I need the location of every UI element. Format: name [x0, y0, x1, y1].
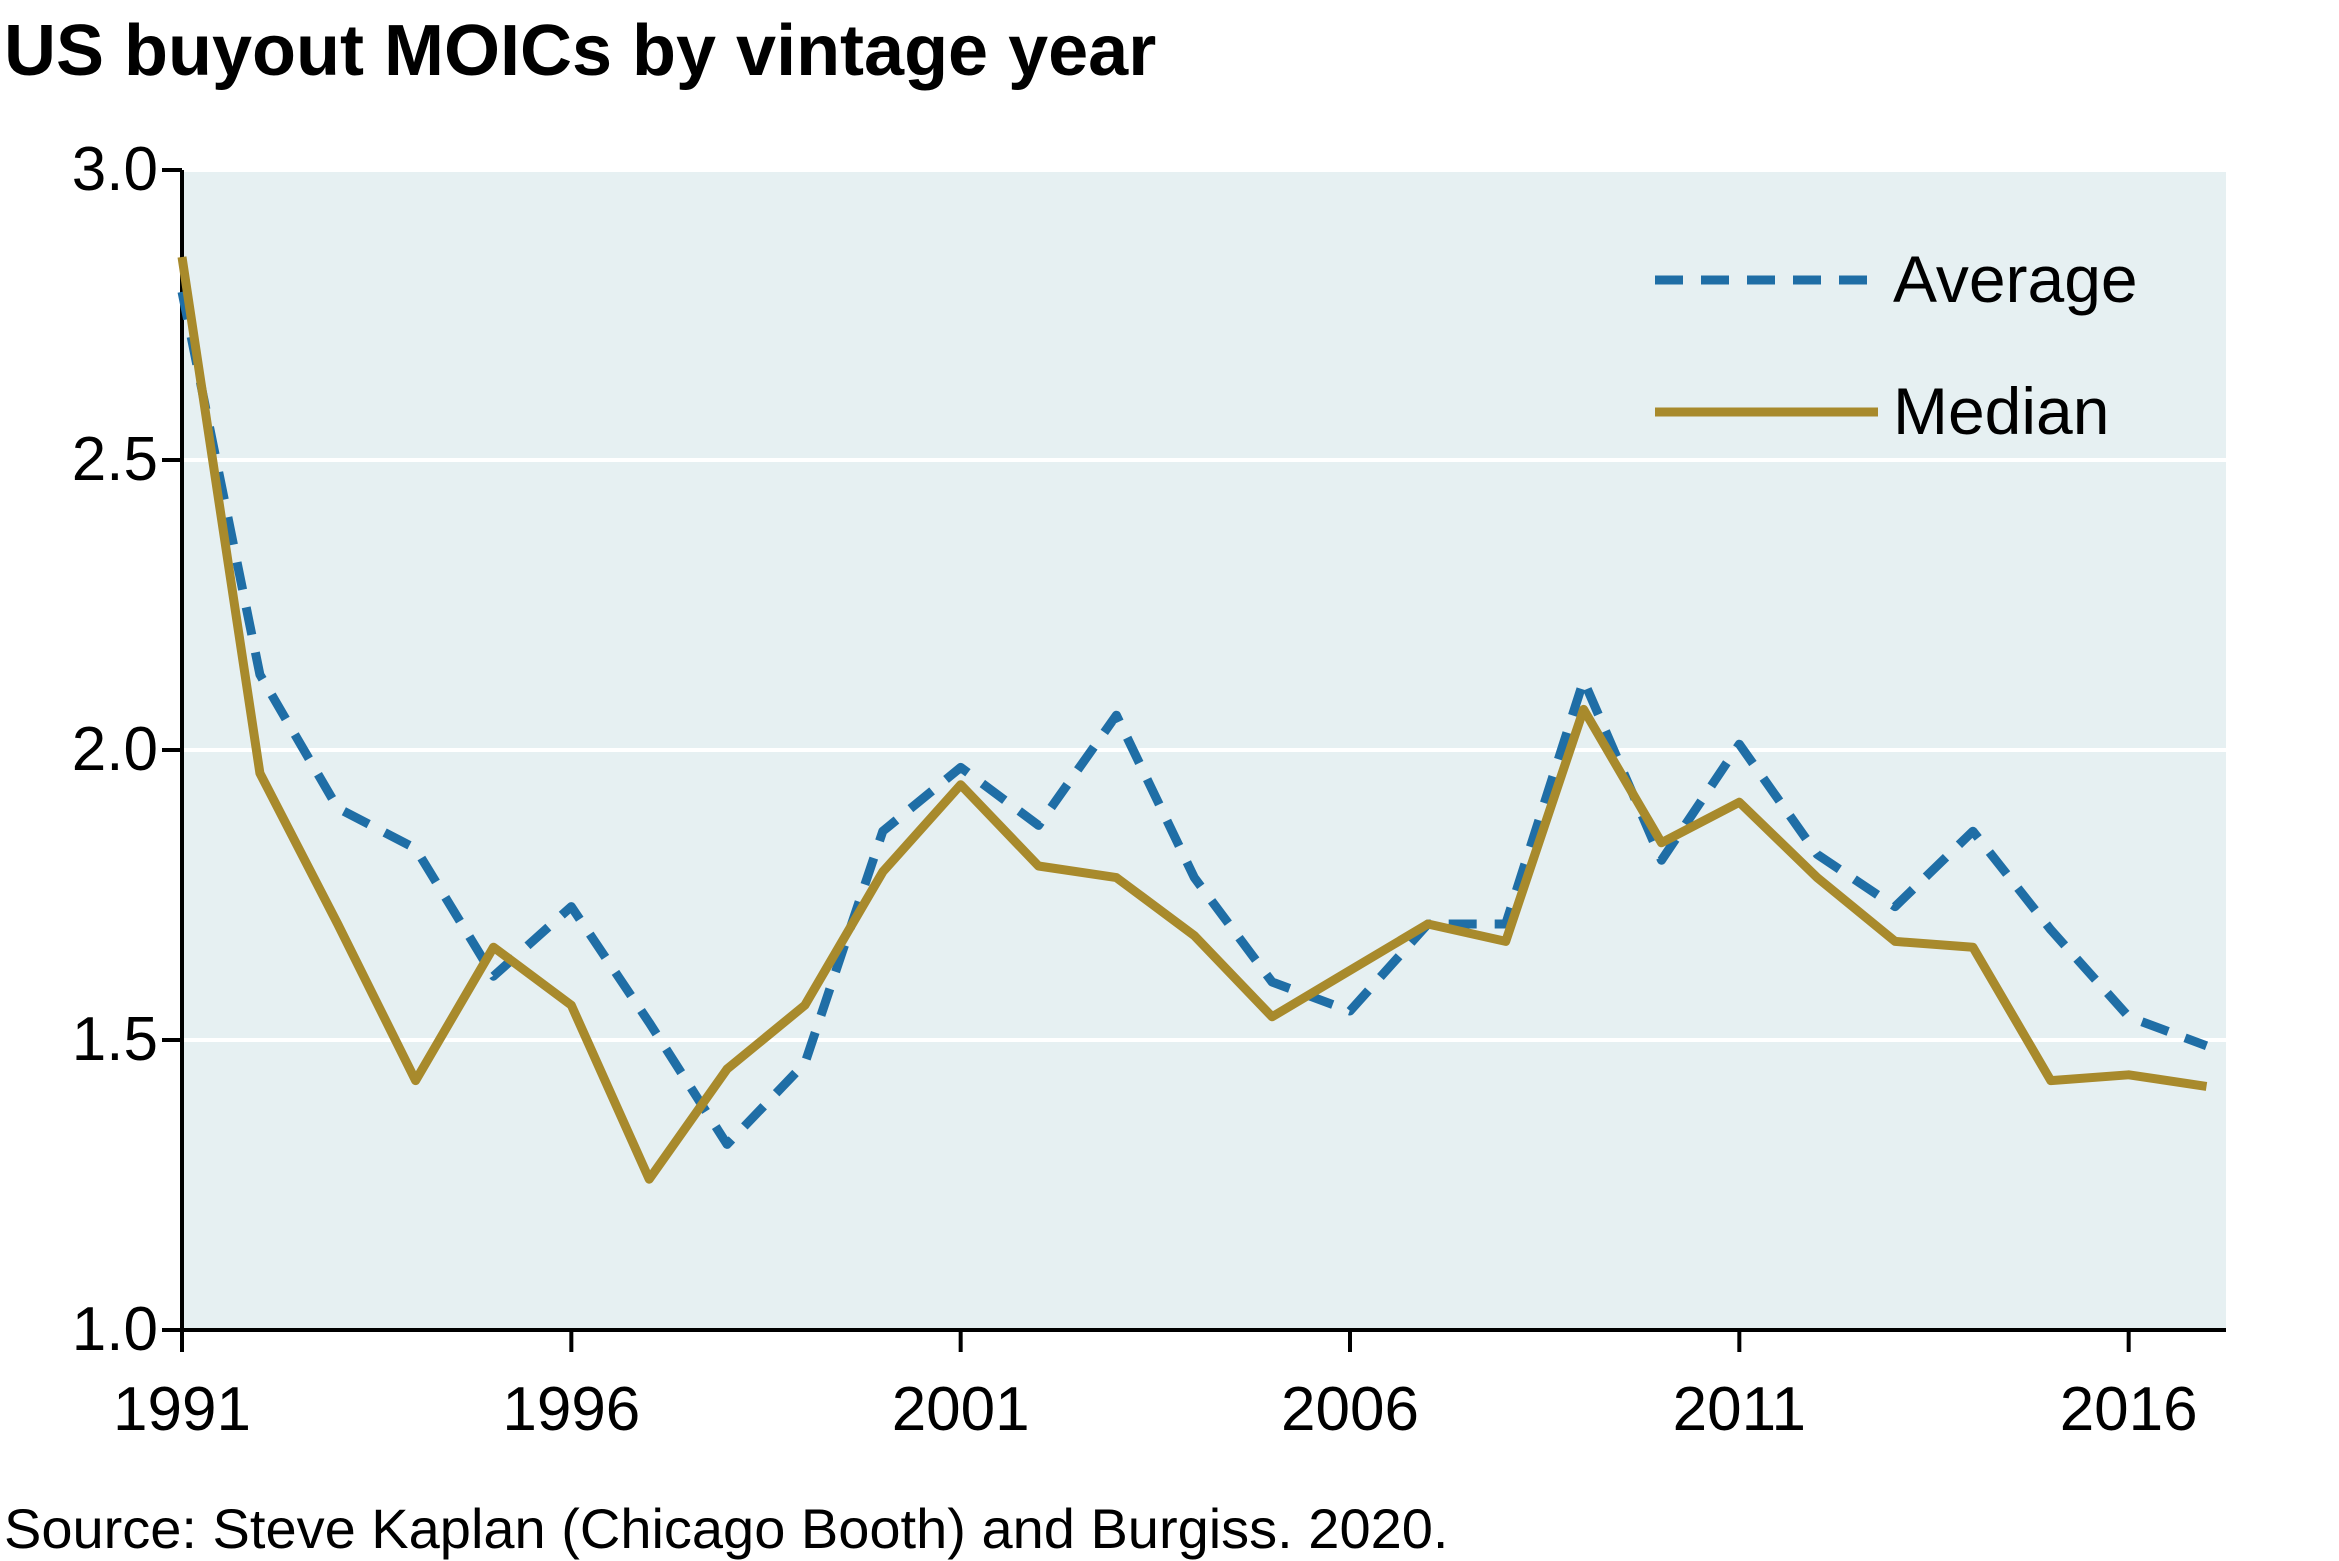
data-point-median: [1583, 709, 1584, 710]
data-point-average: [1739, 744, 1740, 745]
data-point-median: [727, 1069, 728, 1070]
axes: 1.0 1.5 2.0 2.5 3.0 1991 1996 2001 2006 2011 2016: [72, 135, 2226, 1444]
data-point-average: [1505, 924, 1506, 925]
x-tick-label: 1996: [502, 1375, 640, 1444]
data-point-median: [1272, 1016, 1273, 1017]
data-point-average: [1895, 906, 1896, 907]
data-point-median: [1895, 941, 1896, 942]
data-point-average: [415, 848, 416, 849]
data-point-median: [2050, 1080, 2051, 1081]
data-point-median: [1427, 924, 1428, 925]
data-point-median: [259, 773, 260, 774]
data-point-average: [727, 1144, 728, 1145]
data-point-median: [804, 1005, 805, 1006]
data-point-average: [1583, 680, 1584, 681]
x-tick-label: 2006: [1281, 1375, 1419, 1444]
data-point-average: [1116, 715, 1117, 716]
data-point-average: [337, 808, 338, 809]
data-point-average: [649, 1022, 650, 1023]
x-tick-label: 2011: [1673, 1375, 1806, 1444]
data-point-average: [2128, 1016, 2129, 1017]
y-tick-label: 3.0: [72, 135, 158, 204]
y-tick-label: 2.0: [72, 715, 158, 784]
data-point-median: [649, 1179, 650, 1180]
source-note: Source: Steve Kaplan (Chicago Booth) and…: [4, 1497, 1448, 1560]
x-tick-label: 1991: [113, 1375, 251, 1444]
data-point-average: [804, 1063, 805, 1064]
data-point-median: [571, 1005, 572, 1006]
data-point-median: [1817, 877, 1818, 878]
x-tick-label: 2001: [892, 1375, 1030, 1444]
data-point-average: [1817, 854, 1818, 855]
data-point-median: [415, 1080, 416, 1081]
data-point-average: [1272, 982, 1273, 983]
data-point-median: [1972, 947, 1973, 948]
series-line-median: [177, 256, 2208, 1184]
y-tick-label: 1.5: [72, 1005, 158, 1074]
data-point-median: [1194, 935, 1195, 936]
data-point-average: [2206, 1045, 2207, 1046]
chart-title: US buyout MOICs by vintage year: [4, 11, 1156, 91]
data-point-average: [493, 976, 494, 977]
y-tick-label: 1.0: [72, 1295, 158, 1364]
data-point-average: [1972, 831, 1973, 832]
data-point-average: [1194, 877, 1195, 878]
data-point-median: [2206, 1086, 2207, 1087]
data-point-median: [1505, 941, 1506, 942]
data-point-median: [493, 947, 494, 948]
data-point-average: [1661, 860, 1662, 861]
data-point-average: [571, 906, 572, 907]
data-point-average: [182, 291, 183, 292]
series-lines: [177, 256, 2209, 1184]
data-point-average: [960, 767, 961, 768]
data-point-average: [259, 674, 260, 675]
legend: Average Median: [1655, 242, 2138, 448]
data-point-average: [1038, 825, 1039, 826]
data-point-average: [882, 831, 883, 832]
data-point-average: [2050, 929, 2051, 930]
data-point-median: [1350, 970, 1351, 971]
data-point-median: [1739, 802, 1740, 803]
legend-label-average: Average: [1893, 242, 2138, 316]
data-point-median: [1116, 877, 1117, 878]
y-tick-label: 2.5: [72, 425, 158, 494]
x-tick-label: 2016: [2060, 1375, 2198, 1444]
gridlines: [182, 168, 2226, 1042]
data-point-average: [1350, 1011, 1351, 1012]
data-point-median: [337, 924, 338, 925]
data-point-median: [182, 257, 183, 258]
legend-label-median: Median: [1893, 374, 2109, 448]
data-point-median: [1661, 842, 1662, 843]
data-point-median: [960, 784, 961, 785]
data-point-median: [1038, 866, 1039, 867]
data-point-median: [2128, 1074, 2129, 1075]
data-point-median: [882, 871, 883, 872]
series-line-average: [177, 290, 2209, 1149]
